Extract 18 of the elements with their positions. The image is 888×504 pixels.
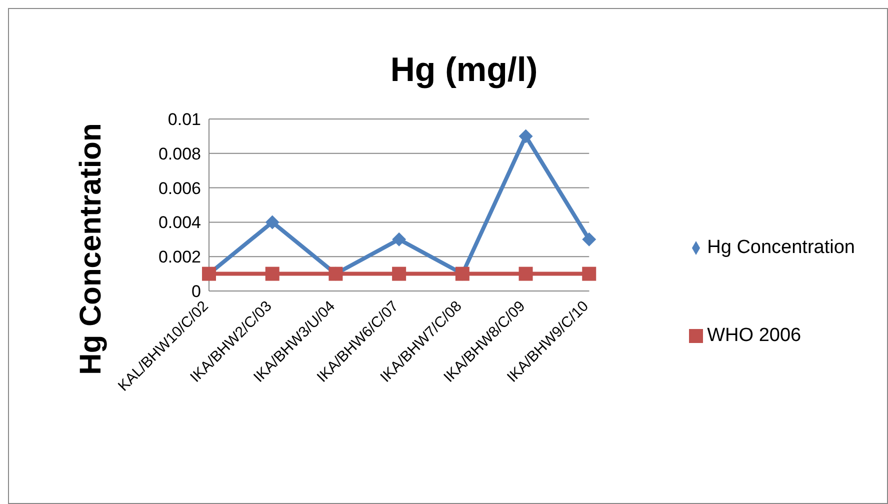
y-axis-title: Hg Concentration	[74, 123, 108, 375]
point	[392, 266, 406, 281]
chart-title: Hg (mg/l)	[390, 51, 538, 89]
y-tick-label: 0.004	[158, 213, 201, 232]
point	[518, 266, 533, 281]
point	[582, 266, 596, 281]
y-tick-label: 0.006	[158, 178, 201, 198]
point	[392, 232, 406, 246]
point	[518, 129, 533, 144]
legend-label: WHO 2006	[707, 325, 802, 346]
y-tick-label: 0	[192, 282, 201, 302]
legend-label: Hg Concentration	[707, 237, 855, 258]
point	[582, 232, 596, 246]
y-tick-label: 0.002	[158, 248, 201, 267]
y-tick-label: 0.008	[158, 144, 201, 164]
y-tick-label: 0.01	[168, 110, 201, 130]
point	[265, 266, 280, 281]
point	[265, 215, 280, 230]
